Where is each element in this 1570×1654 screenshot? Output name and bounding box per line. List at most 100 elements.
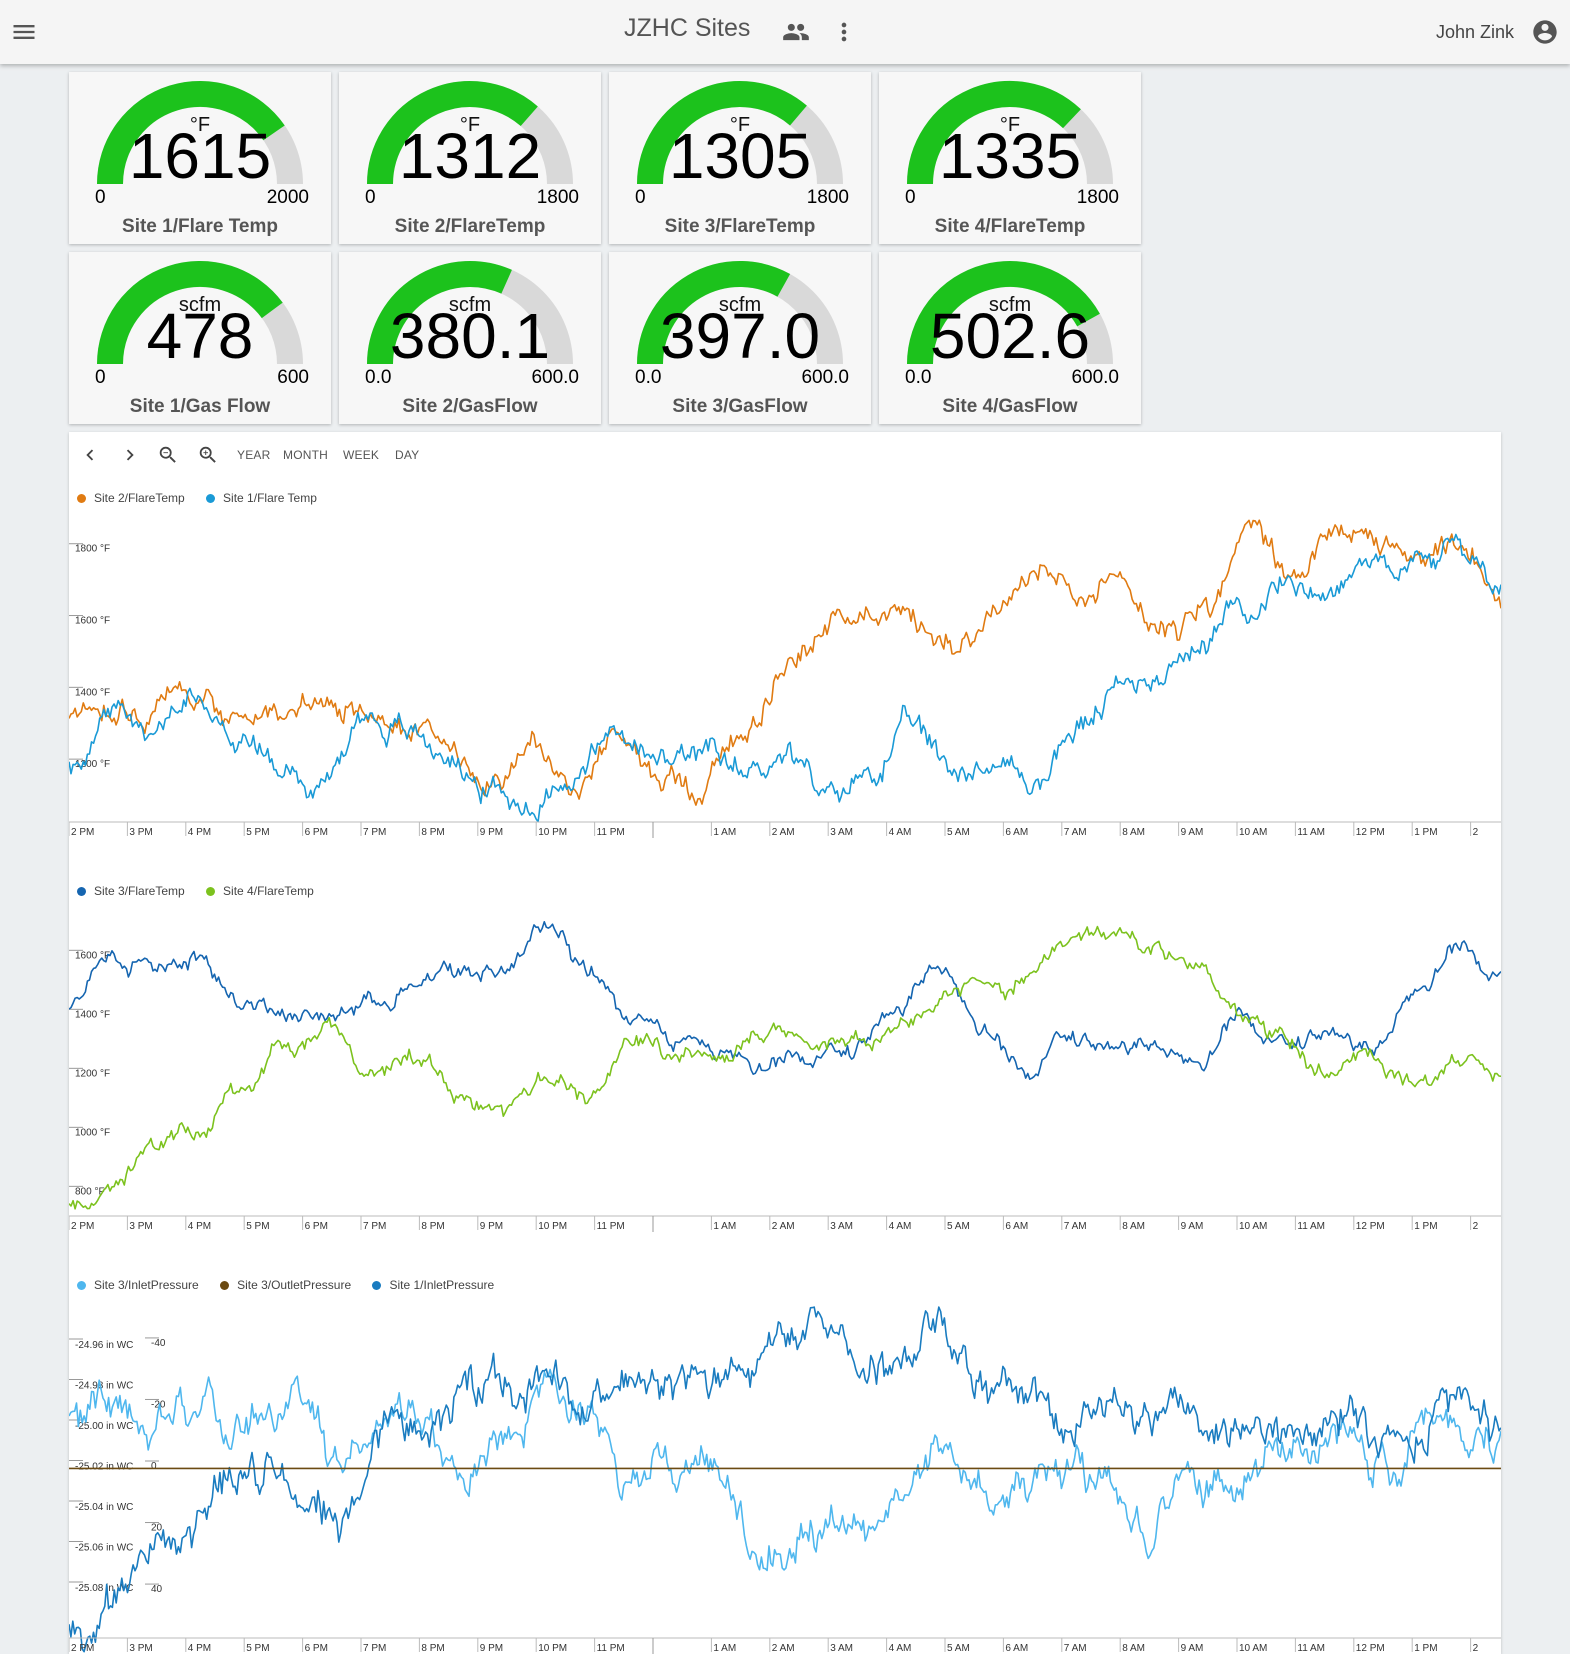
gauge-dial: [97, 81, 303, 185]
gauge-card[interactable]: °F 1312 0 1800 Site 2/FlareTemp: [339, 72, 601, 244]
gauge-unit: °F: [999, 114, 1021, 136]
gauge-min: 0.0: [365, 367, 392, 388]
x-tick-label: 1 AM: [713, 1221, 736, 1232]
y-tick-label: 800 °F: [75, 1186, 105, 1197]
gauge-value: 1312: [398, 120, 542, 192]
more-vert-icon[interactable]: [830, 18, 858, 46]
gauge-max: 600: [277, 367, 309, 388]
gauge-max: 1800: [536, 187, 579, 208]
x-tick-label: 6 PM: [305, 827, 328, 838]
gauge-card[interactable]: °F 1305 0 1800 Site 3/FlareTemp: [609, 72, 871, 244]
legend-item[interactable]: Site 4/FlareTemp: [206, 884, 314, 898]
x-tick-label: 9 PM: [480, 827, 503, 838]
legend-chart3: Site 3/InletPressure Site 3/OutletPressu…: [77, 1278, 512, 1292]
legend-item[interactable]: Site 2/FlareTemp: [77, 491, 185, 505]
gauge-unit: scfm: [988, 294, 1032, 316]
x-tick-label: 1 AM: [713, 827, 736, 838]
gauge-unit: scfm: [718, 294, 762, 316]
legend-label: Site 4/FlareTemp: [223, 884, 314, 898]
chart-flare-temp-3-4[interactable]: 1600 °F 1400 °F 1200 °F 1000 °F 800 °F 2 PM 3 …: [69, 910, 1501, 1232]
x-tick-label: 6 PM: [305, 1221, 328, 1232]
gauge-dial: [367, 81, 573, 185]
series-line[interactable]: [69, 1306, 1501, 1653]
x-tick-label: 3 PM: [129, 1643, 152, 1654]
x-tick-label: 4 AM: [889, 1643, 912, 1654]
y-tick-label: 1400 °F: [75, 1009, 110, 1020]
y2-tick-label: -20: [151, 1399, 166, 1410]
legend-item[interactable]: Site 1/Flare Temp: [206, 491, 317, 505]
x-tick-label: 10 AM: [1239, 1221, 1267, 1232]
x-tick-label: 2: [1473, 1221, 1479, 1232]
y-tick-label: -25.00 in WC: [75, 1421, 133, 1432]
gauge-dial: [97, 261, 303, 365]
y-tick-label: -25.08 in WC: [75, 1583, 133, 1594]
x-tick-label: 5 AM: [947, 1643, 970, 1654]
x-tick-label: 10 PM: [538, 1221, 567, 1232]
x-tick-label: 7 AM: [1064, 1643, 1087, 1654]
gauge-label: Site 4/FlareTemp: [934, 216, 1086, 237]
chart-flare-temp-1-2[interactable]: 1800 °F 1600 °F 1400 °F 1200 °F 2 PM 3 PM 4 PM…: [69, 516, 1501, 838]
x-tick-label: 4 PM: [188, 827, 211, 838]
gauge-fill: [97, 81, 285, 185]
x-tick-label: 2: [1473, 827, 1479, 838]
series-line[interactable]: [69, 921, 1501, 1080]
gauge-card[interactable]: scfm 397.0 0.0 600.0 Site 3/GasFlow: [609, 252, 871, 424]
chart-pressure[interactable]: -24.96 in WC -24.98 in WC -25.00 in WC -25.…: [69, 1302, 1501, 1654]
gauge-fill: [907, 261, 1100, 365]
y-tick-label: -25.02 in WC: [75, 1462, 133, 1473]
series-line[interactable]: [69, 925, 1501, 1210]
x-tick-label: 10 PM: [538, 1643, 567, 1654]
gauge-card[interactable]: scfm 478 0 600 Site 1/Gas Flow: [69, 252, 331, 424]
gauge-card[interactable]: °F 1335 0 1800 Site 4/FlareTemp: [879, 72, 1141, 244]
legend-item[interactable]: Site 3/OutletPressure: [220, 1278, 351, 1292]
range-week-button[interactable]: WEEK: [343, 448, 380, 462]
gauge-min: 0.0: [905, 367, 932, 388]
gauge-max: 600.0: [1071, 367, 1119, 388]
x-tick-label: 9 AM: [1181, 1221, 1204, 1232]
range-month-button[interactable]: MONTH: [283, 448, 328, 462]
x-tick-label: 1 AM: [713, 1643, 736, 1654]
gauge-max: 1800: [806, 187, 849, 208]
legend-item[interactable]: Site 3/FlareTemp: [77, 884, 185, 898]
x-tick-label: 5 PM: [246, 1643, 269, 1654]
group-icon[interactable]: [782, 18, 810, 46]
legend-item[interactable]: Site 3/InletPressure: [77, 1278, 199, 1292]
x-tick-label: 7 PM: [363, 827, 386, 838]
gauge-dial: [367, 261, 573, 365]
legend-item[interactable]: Site 1/InletPressure: [372, 1278, 494, 1292]
x-tick-label: 4 AM: [889, 1221, 912, 1232]
gauge-card[interactable]: scfm 380.1 0.0 600.0 Site 2/GasFlow: [339, 252, 601, 424]
user-name[interactable]: John Zink: [1436, 22, 1515, 42]
y-tick-label: 1800 °F: [75, 544, 110, 555]
gauge-min: 0: [635, 187, 646, 208]
gauge-card[interactable]: scfm 502.6 0.0 600.0 Site 4/GasFlow: [879, 252, 1141, 424]
chevron-right-icon[interactable]: [119, 444, 141, 466]
range-year-button[interactable]: YEAR: [237, 448, 271, 462]
chart-toolbar: YEAR MONTH WEEK DAY: [69, 432, 1501, 478]
gauge-card[interactable]: °F 1615 0 2000 Site 1/Flare Temp: [69, 72, 331, 244]
series-line[interactable]: [69, 533, 1501, 823]
gauge-value: 478: [146, 300, 254, 372]
x-tick-label: 9 AM: [1181, 1643, 1204, 1654]
x-tick-label: 3 PM: [129, 827, 152, 838]
x-tick-label: 3 AM: [830, 1221, 853, 1232]
series-line[interactable]: [69, 1368, 1501, 1572]
chevron-left-icon[interactable]: [79, 444, 101, 466]
x-tick-label: 4 AM: [889, 827, 912, 838]
zoom-in-icon[interactable]: [197, 444, 219, 466]
gauge-fill: [637, 261, 791, 365]
y-tick-label: -25.06 in WC: [75, 1543, 133, 1554]
y-tick-label: -25.04 in WC: [75, 1502, 133, 1513]
zoom-out-icon[interactable]: [157, 444, 179, 466]
x-tick-label: 2 AM: [772, 827, 795, 838]
range-day-button[interactable]: DAY: [395, 448, 420, 462]
x-tick-label: 8 AM: [1122, 1221, 1145, 1232]
trend-chart-panel: YEAR MONTH WEEK DAY Site 2/FlareTemp Sit…: [69, 432, 1501, 1654]
gauge-fill: [907, 81, 1081, 185]
account-circle-icon[interactable]: [1531, 18, 1559, 46]
x-tick-label: 8 PM: [421, 827, 444, 838]
series-line[interactable]: [69, 519, 1501, 806]
menu-icon[interactable]: [10, 18, 38, 46]
y2-tick-label: 0: [151, 1461, 157, 1472]
page-title: JZHC Sites: [624, 14, 751, 42]
